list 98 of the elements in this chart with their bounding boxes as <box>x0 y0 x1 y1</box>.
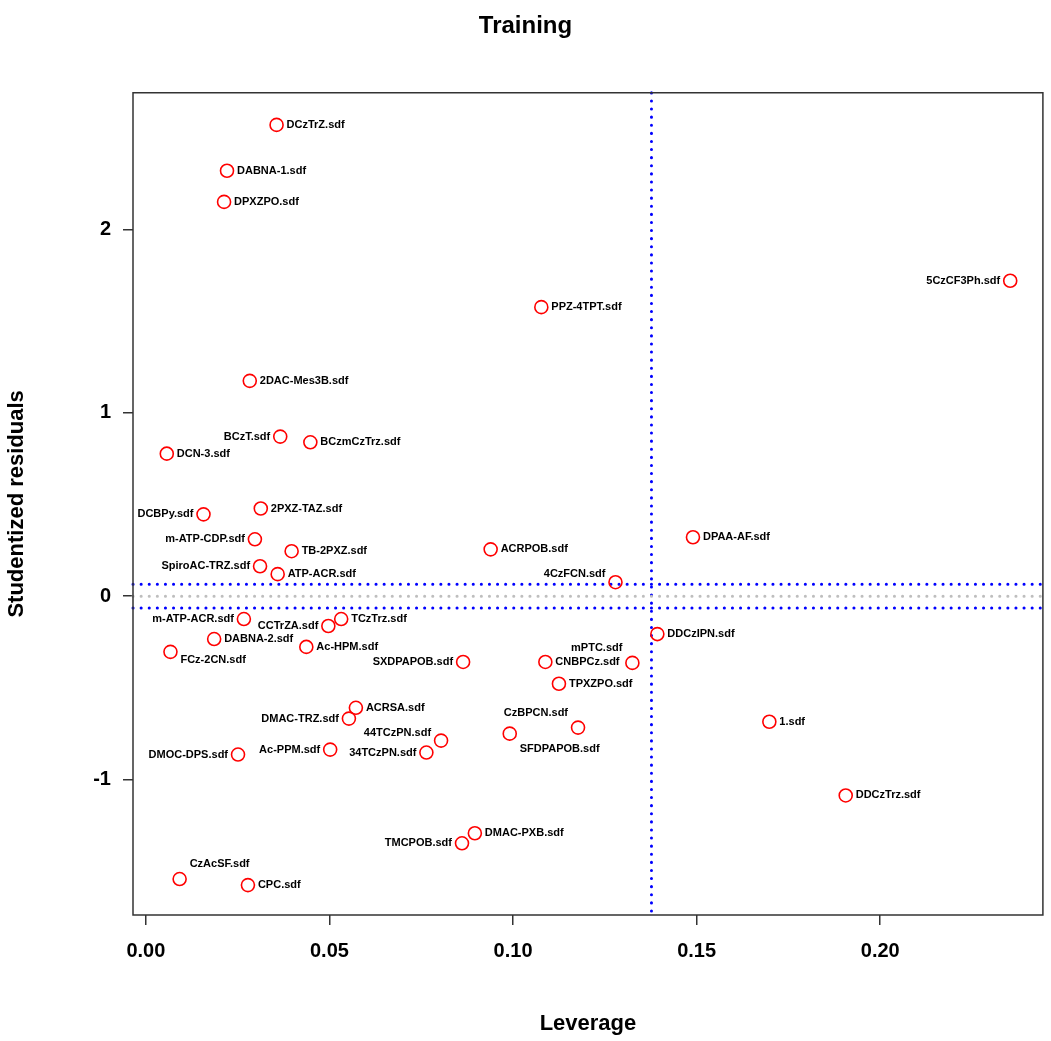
annotation: DCN-3.sdf <box>176 446 231 459</box>
point <box>419 745 434 760</box>
point <box>269 117 284 133</box>
point <box>625 655 640 671</box>
point <box>348 700 364 716</box>
annotation: SXDPAPOB.sdf <box>372 654 454 667</box>
point <box>433 733 449 748</box>
annotation: DMOC-DPS.sdf <box>148 747 229 760</box>
annotation: DABNA-1.sdf <box>237 163 307 176</box>
point <box>216 194 232 210</box>
point <box>270 566 285 582</box>
point <box>455 654 471 670</box>
point <box>333 611 349 627</box>
annotation: Ac-PPM.sdf <box>259 742 321 755</box>
y-tick-label: -1 <box>93 767 111 790</box>
x-tick-label: 0.10 <box>493 938 533 961</box>
x-tick-label: 0.15 <box>677 938 717 961</box>
annotation: m-ATP-ACR.sdf <box>152 612 235 625</box>
point <box>272 429 288 444</box>
annotation: 1.sdf <box>779 714 806 727</box>
point <box>685 529 701 545</box>
point <box>1002 273 1018 289</box>
annotation: BCzmCzTrz.sdf <box>320 435 401 448</box>
annotation: CzAcSF.sdf <box>189 857 250 870</box>
annotation: FCz-2CN.sdf <box>180 652 247 665</box>
point <box>321 618 336 634</box>
annotation: 2PXZ-TAZ.sdf <box>270 501 343 514</box>
annotation: ATP-ACR.sdf <box>287 567 357 580</box>
point <box>538 654 553 670</box>
point <box>163 644 178 660</box>
point <box>299 639 314 655</box>
annotation: PPZ-4TPT.sdf <box>551 300 622 313</box>
annotation: 4CzFCN.sdf <box>543 567 606 580</box>
point <box>483 542 498 557</box>
point <box>196 507 211 522</box>
annotation: TMCPOB.sdf <box>384 836 453 849</box>
point <box>502 726 518 741</box>
point <box>341 711 357 726</box>
annotation: 44TCzPN.sdf <box>363 725 432 738</box>
point <box>240 877 256 893</box>
point <box>454 836 470 851</box>
point <box>172 871 187 887</box>
annotation: DMAC-PXB.sdf <box>484 826 565 839</box>
annotation: SFDPAPOB.sdf <box>519 741 600 754</box>
point <box>534 299 549 315</box>
point <box>242 373 258 389</box>
point <box>303 434 318 450</box>
annotation: TCzTrz.sdf <box>351 612 408 625</box>
point <box>570 720 586 735</box>
annotation: CCTrZA.sdf <box>257 619 319 632</box>
annotation: DPXZPO.sdf <box>234 194 300 207</box>
annotation: DABNA-2.sdf <box>224 632 294 645</box>
annotation: CPC.sdf <box>257 878 302 891</box>
annotation: DPAA-AF.sdf <box>702 530 771 543</box>
point <box>551 676 567 692</box>
point <box>322 742 338 757</box>
point <box>762 714 777 730</box>
annotation: 2DAC-Mes3B.sdf <box>259 373 349 386</box>
annotation: TB-2PXZ.sdf <box>301 544 368 557</box>
annotation: CNBPCz.sdf <box>555 654 620 667</box>
point <box>247 531 263 547</box>
point <box>650 626 665 642</box>
annotation: mPTC.sdf <box>571 640 623 653</box>
annotation: BCzT.sdf <box>223 429 271 442</box>
point <box>219 163 235 179</box>
point <box>253 501 269 516</box>
y-tick-label: 2 <box>99 216 111 239</box>
annotation: TPXZPO.sdf <box>568 676 633 689</box>
annotation: 34TCzPN.sdf <box>349 745 417 758</box>
point <box>159 446 175 461</box>
annotation: SpiroAC-TRZ.sdf <box>161 559 251 572</box>
point <box>838 788 854 803</box>
annotation: DMAC-TRZ.sdf <box>261 711 340 724</box>
annotation: DDCzTrz.sdf <box>855 788 921 801</box>
chart-title: Training <box>478 11 573 39</box>
point <box>206 631 222 647</box>
annotation: 5CzCF3Ph.sdf <box>926 273 1001 286</box>
point <box>284 543 299 559</box>
y-tick-label: 0 <box>99 583 111 606</box>
point <box>236 611 252 627</box>
x-tick-label: 0.20 <box>860 938 900 961</box>
annotation: Ac-HPM.sdf <box>316 639 379 652</box>
annotation: ACRSA.sdf <box>365 700 425 713</box>
x-axis-title: Leverage <box>539 1009 637 1035</box>
x-tick-label: 0.00 <box>126 938 166 961</box>
point <box>252 558 268 574</box>
y-axis-title: Studentized residuals <box>3 390 29 618</box>
annotation: m-ATP-CDP.sdf <box>165 532 246 545</box>
annotation: DDCzIPN.sdf <box>667 627 735 640</box>
annotation: CzBPCN.sdf <box>503 705 569 718</box>
annotation: ACRPOB.sdf <box>500 542 569 555</box>
y-tick-label: 1 <box>99 400 111 423</box>
x-tick-label: 0.05 <box>309 938 349 961</box>
point <box>608 574 623 590</box>
point <box>230 747 246 762</box>
annotation: DCzTrZ.sdf <box>286 117 345 130</box>
point <box>467 825 483 841</box>
annotation: DCBPy.sdf <box>137 507 194 520</box>
